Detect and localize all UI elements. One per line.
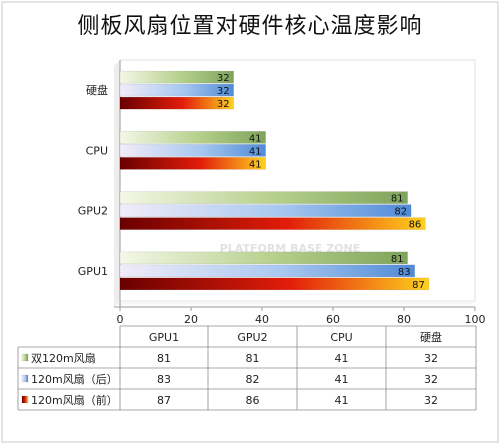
bar <box>119 70 234 84</box>
table-value-cell: 32 <box>424 394 438 407</box>
x-tick-label: 100 <box>465 313 486 326</box>
data-label: 41 <box>249 133 262 144</box>
x-tick-label: 20 <box>184 313 198 326</box>
category-label: CPU <box>86 144 108 157</box>
bar <box>119 131 266 144</box>
table-header-cell: GPU2 <box>237 331 267 344</box>
data-label: 86 <box>409 220 422 231</box>
x-tick-label: 0 <box>117 313 124 326</box>
table-value-cell: 81 <box>246 352 260 365</box>
bar <box>119 83 234 97</box>
table-value-cell: 81 <box>157 352 171 365</box>
data-label: 82 <box>394 207 407 218</box>
table-header-cell: 硬盘 <box>420 330 442 344</box>
bar <box>119 204 412 217</box>
legend-series-name: 双120m风扇 <box>31 351 96 365</box>
bar <box>119 191 408 204</box>
bar <box>119 217 426 230</box>
data-label: 81 <box>391 194 404 205</box>
bar <box>119 144 266 157</box>
table-value-cell: 41 <box>335 394 349 407</box>
table-value-cell: 32 <box>424 352 438 365</box>
x-tick-label: 40 <box>255 313 269 326</box>
bar <box>119 96 234 110</box>
legend-swatch <box>21 374 29 383</box>
table-value-cell: 41 <box>335 373 349 386</box>
data-label: 32 <box>217 86 230 97</box>
table-value-cell: 82 <box>246 373 260 386</box>
table-value-cell: 32 <box>424 373 438 386</box>
plot-side-wall <box>114 60 120 307</box>
legend-series-name: 120m风扇（后） <box>31 372 118 386</box>
legend-swatch <box>21 353 29 362</box>
x-tick-label: 60 <box>326 313 340 326</box>
data-label: 83 <box>398 267 411 278</box>
legend-series-name: 120m风扇（前） <box>31 393 118 407</box>
bar <box>119 157 266 170</box>
data-label: 81 <box>391 254 404 265</box>
bar <box>119 251 408 265</box>
chart-title: 侧板风扇位置对硬件核心温度影响 <box>77 14 423 39</box>
bar <box>119 264 415 278</box>
data-label: 41 <box>249 159 262 170</box>
table-header-cell: CPU <box>330 331 352 344</box>
data-label: 41 <box>249 146 262 157</box>
table-value-cell: 83 <box>157 373 171 386</box>
table-value-cell: 87 <box>157 394 171 407</box>
table-value-cell: 86 <box>246 394 260 407</box>
plot-floor <box>114 301 475 307</box>
category-label: 硬盘 <box>86 83 108 97</box>
legend-swatch <box>21 395 29 404</box>
data-label: 32 <box>217 73 230 84</box>
data-label: 87 <box>412 280 425 291</box>
bar <box>119 277 430 291</box>
category-label: GPU2 <box>78 205 108 218</box>
watermark-logo-text: PLATFORM BASE ZONE <box>220 242 361 255</box>
table-header-cell: GPU1 <box>149 331 179 344</box>
x-tick-label: 80 <box>397 313 411 326</box>
data-label: 32 <box>217 99 230 110</box>
table-value-cell: 41 <box>335 352 349 365</box>
category-label: GPU1 <box>78 265 108 278</box>
